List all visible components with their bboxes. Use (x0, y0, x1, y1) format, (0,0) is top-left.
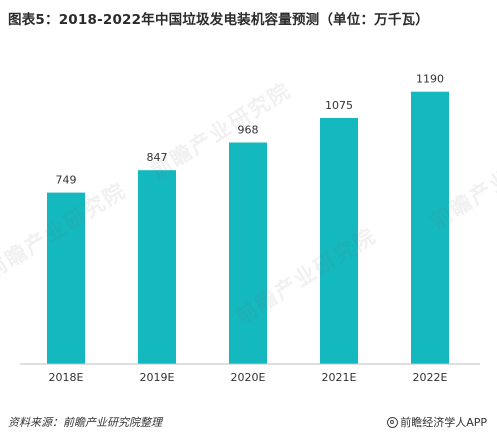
x-tick-label-2022E: 2022E (413, 371, 448, 384)
data-labels-layer: 749 847 968 1075 1190 (56, 73, 445, 187)
data-label-2019E: 847 (147, 151, 168, 164)
data-label-2018E: 749 (56, 174, 77, 187)
data-label-2022E: 1190 (416, 73, 444, 86)
x-tick-label-2019E: 2019E (140, 371, 175, 384)
bar-2020E (229, 142, 267, 364)
data-label-2020E: 968 (238, 124, 259, 137)
x-tick-label-2018E: 2018E (49, 371, 84, 384)
bar-2018E (47, 192, 85, 364)
brand-logo-icon (387, 417, 399, 428)
brand-footer: 前瞻经济学人APP (387, 414, 487, 430)
bar-2019E (138, 170, 176, 364)
x-tick-label-2021E: 2021E (322, 371, 357, 384)
brand-label: 前瞻经济学人APP (400, 416, 487, 429)
bar-2021E (320, 118, 358, 364)
bars-layer (47, 91, 449, 364)
x-tick-labels-layer: 2018E 2019E 2020E 2021E 2022E (49, 371, 448, 384)
source-note: 资料来源：前瞻产业研究院整理 (8, 416, 162, 429)
chart-title: 图表5：2018-2022年中国垃圾发电装机容量预测（单位：万千瓦） (8, 12, 429, 28)
x-tick-label-2020E: 2020E (231, 371, 266, 384)
data-label-2021E: 1075 (325, 99, 353, 112)
bar-2022E (411, 91, 449, 364)
